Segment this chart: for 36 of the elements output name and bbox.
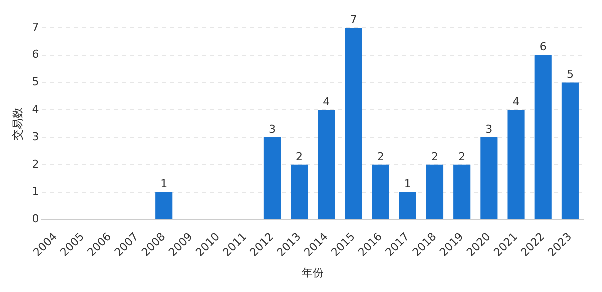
x-axis-title: 年份 (302, 266, 324, 280)
bar (264, 138, 281, 220)
y-tick-label: 6 (32, 48, 40, 62)
y-tick-label: 7 (32, 20, 40, 34)
y-tick-label: 5 (32, 76, 40, 89)
bar (534, 55, 552, 220)
bar (399, 192, 416, 220)
data-label: 2 (432, 150, 439, 164)
bar (508, 110, 525, 220)
y-axis-title: 交易数 (11, 107, 24, 140)
y-tick-label: 3 (32, 130, 40, 144)
bar (345, 28, 362, 220)
y-tick-label: 1 (32, 185, 40, 198)
bar (562, 82, 579, 220)
data-label: 3 (268, 122, 276, 136)
bar (480, 138, 498, 220)
data-label: 1 (404, 178, 412, 191)
bar (156, 192, 173, 220)
bar (318, 110, 336, 220)
data-label: 4 (512, 96, 520, 109)
data-label: 4 (323, 96, 330, 109)
data-label: 2 (296, 150, 304, 164)
data-label: 1 (160, 178, 168, 191)
bar (372, 164, 390, 220)
y-tick-label: 2 (32, 158, 40, 171)
data-label: 6 (540, 40, 547, 54)
data-label: 2 (377, 150, 384, 164)
bar (291, 164, 308, 220)
bar (426, 164, 444, 220)
y-tick-label: 4 (32, 103, 40, 116)
data-label: 2 (458, 150, 466, 164)
data-label: 5 (566, 68, 574, 82)
y-tick-label: 0 (32, 212, 40, 226)
bar (454, 164, 471, 220)
data-label: 7 (350, 13, 358, 26)
data-label: 3 (486, 122, 493, 136)
